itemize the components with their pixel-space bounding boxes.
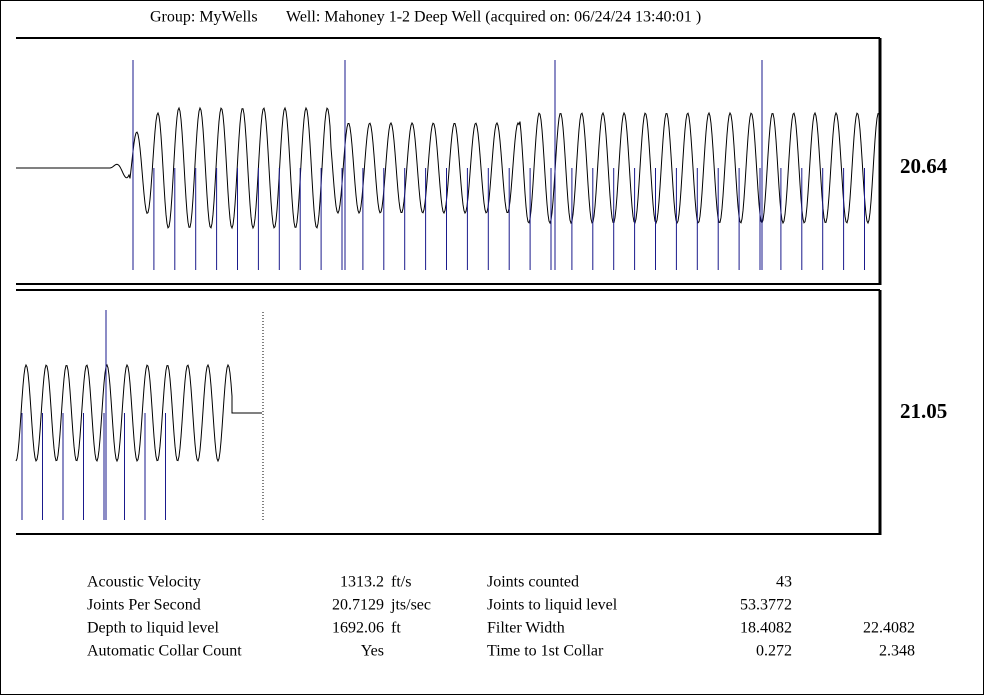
param-value: 53.3772 xyxy=(740,597,792,614)
param-label: Acoustic Velocity xyxy=(87,574,201,591)
param-value: 0.272 xyxy=(756,643,792,660)
param-unit: jts/sec xyxy=(390,597,431,614)
param-value: 1313.2 xyxy=(340,574,384,591)
panel-value: 20.64 xyxy=(900,154,948,178)
well-label: Well: Mahoney 1-2 Deep Well (acquired on… xyxy=(286,9,701,26)
panel-1 xyxy=(16,37,882,285)
waveform xyxy=(15,363,262,463)
param-value: 43 xyxy=(776,574,792,591)
param-label: Filter Width xyxy=(487,620,565,637)
param-label: Joints Per Second xyxy=(87,597,201,614)
param-value: 20.7129 xyxy=(332,597,384,614)
group-label: Group: MyWells xyxy=(150,9,258,26)
param-value: 22.4082 xyxy=(863,620,915,637)
param-label: Depth to liquid level xyxy=(87,620,220,637)
param-label: Automatic Collar Count xyxy=(87,643,242,660)
param-unit: ft xyxy=(391,620,401,637)
param-value: Yes xyxy=(361,643,384,660)
param-unit: ft/s xyxy=(391,574,411,591)
param-value: 1692.06 xyxy=(332,620,384,637)
param-label: Time to 1st Collar xyxy=(487,643,604,660)
param-label: Joints to liquid level xyxy=(487,597,618,614)
param-value: 18.4082 xyxy=(740,620,792,637)
panel-value: 21.05 xyxy=(900,399,947,423)
param-value: 2.348 xyxy=(879,643,915,660)
param-label: Joints counted xyxy=(487,574,579,591)
panel-2 xyxy=(16,289,882,535)
waveform xyxy=(16,106,881,230)
